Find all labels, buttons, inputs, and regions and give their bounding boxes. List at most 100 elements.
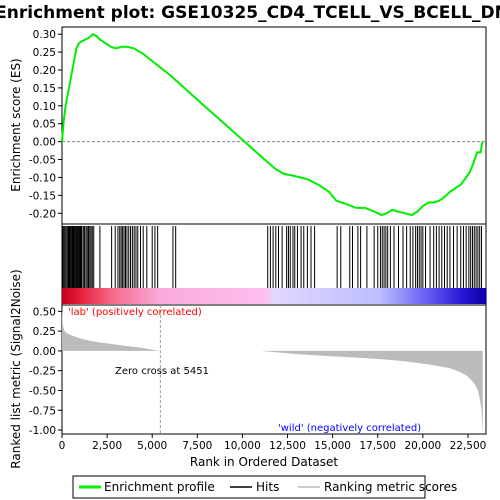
rank-color-cell <box>310 288 314 304</box>
rank-color-cell <box>367 288 372 304</box>
rank-color-cell <box>86 288 90 304</box>
rank-color-cell <box>470 288 475 304</box>
rank-color-cell <box>292 288 296 304</box>
rank-color-cell <box>467 288 472 304</box>
rank-color-cell <box>449 288 454 304</box>
rank-color-cell <box>274 288 278 304</box>
x-tick-label: 17,500 <box>359 440 396 452</box>
rank-color-cell <box>210 288 215 304</box>
rank-color-cell <box>283 288 287 304</box>
rank-color-cell <box>322 288 327 304</box>
rank-color-cell <box>331 288 336 304</box>
rank-color-cell <box>416 288 420 304</box>
rank-color-cell <box>110 288 115 304</box>
rank-color-cell <box>295 288 299 304</box>
metric-y-tick-label: 0.00 <box>33 346 56 358</box>
x-tick-label: 5,000 <box>137 440 167 452</box>
rank-color-cell <box>213 288 218 304</box>
rank-color-cell <box>183 288 187 304</box>
rank-color-cell <box>404 288 408 304</box>
rank-color-cell <box>98 288 102 304</box>
rank-color-cell <box>258 288 263 304</box>
rank-color-cell <box>131 288 136 304</box>
es-y-tick-label: 0.10 <box>33 101 56 113</box>
rank-color-cell <box>177 288 181 304</box>
rank-color-cell <box>452 288 457 304</box>
es-y-tick-label: 0.20 <box>33 65 56 77</box>
rank-color-cell <box>95 288 99 304</box>
rank-color-cell <box>349 288 354 304</box>
rank-color-cell <box>180 288 184 304</box>
rank-color-cell <box>298 288 302 304</box>
rank-color-cell <box>425 288 430 304</box>
rank-color-cell <box>325 288 330 304</box>
x-axis: 0 2,500 5,000 7,500 10,000 12,500 15,000 17,500… <box>59 434 487 452</box>
es-y-tick-label: -0.20 <box>29 208 56 220</box>
rank-color-cell <box>301 288 305 304</box>
rank-color-cell <box>158 288 163 304</box>
metric-y-tick-label: -0.75 <box>29 405 56 417</box>
rank-color-cell <box>243 288 248 304</box>
rank-color-cell <box>74 288 78 304</box>
rank-color-cell <box>228 288 233 304</box>
rank-color-cell <box>440 288 445 304</box>
rank-color-bar <box>62 288 487 304</box>
rank-color-cell <box>337 288 342 304</box>
rank-color-cell <box>479 288 484 304</box>
rank-color-cell <box>89 288 93 304</box>
rank-color-cell <box>482 288 487 304</box>
rank-color-cell <box>267 288 272 304</box>
rank-color-cell <box>383 288 387 304</box>
rank-color-cell <box>289 288 293 304</box>
rank-color-cell <box>152 288 157 304</box>
x-tick-label: 22,500 <box>450 440 487 452</box>
es-y-axis-label: Enrichment score (ES) <box>9 58 23 191</box>
rank-color-cell <box>65 288 69 304</box>
metric-y-axis-label: Ranked list metric (Signal2Noise) <box>9 269 23 468</box>
rank-color-cell <box>392 288 396 304</box>
rank-color-cell <box>307 288 311 304</box>
metric-y-tick-label: 0.25 <box>33 326 56 338</box>
rank-color-cell <box>155 288 160 304</box>
es-y-tick-label: 0.15 <box>33 83 56 95</box>
positive-correlation-label: 'lab' (positively correlated) <box>68 307 202 318</box>
rank-color-cell <box>395 288 399 304</box>
rank-color-cell <box>352 288 357 304</box>
rank-color-cell <box>134 288 139 304</box>
rank-color-cell <box>413 288 417 304</box>
es-y-tick-label: 0.25 <box>33 47 56 59</box>
rank-color-cell <box>225 288 230 304</box>
rank-color-cell <box>104 288 109 304</box>
metric-y-tick-label: -1.00 <box>29 425 56 437</box>
rank-color-cell <box>222 288 227 304</box>
rank-color-cell <box>334 288 339 304</box>
rank-color-cell <box>455 288 460 304</box>
rank-color-cell <box>252 288 257 304</box>
rank-color-cell <box>401 288 405 304</box>
rank-color-cell <box>201 288 205 304</box>
rank-color-cell <box>328 288 333 304</box>
rank-color-cell <box>164 288 169 304</box>
enrichment-profile-line <box>61 32 484 217</box>
rank-color-cell <box>116 288 121 304</box>
es-y-tick-label: -0.15 <box>29 190 56 202</box>
x-tick-label: 20,000 <box>404 440 441 452</box>
x-tick-label: 15,000 <box>314 440 351 452</box>
rank-color-cell <box>340 288 345 304</box>
rank-color-cell <box>261 288 266 304</box>
rank-color-cell <box>77 288 81 304</box>
rank-color-cell <box>277 288 281 304</box>
rank-color-cell <box>171 288 175 304</box>
rank-color-cell <box>270 288 275 304</box>
rank-color-cell <box>107 288 112 304</box>
rank-color-cell <box>122 288 127 304</box>
metric-y-tick-label: 0.50 <box>33 306 56 318</box>
rank-color-cell <box>380 288 384 304</box>
rank-color-cell <box>189 288 193 304</box>
hit-markers <box>62 226 482 288</box>
rank-color-cell <box>192 288 196 304</box>
es-y-axis: 0.30 0.25 0.20 0.15 0.10 0.05 0.00 -0.05 -0.10 -0… <box>29 29 62 220</box>
legend-hits-label: Hits <box>256 480 279 494</box>
rank-color-cell <box>149 288 154 304</box>
negative-correlation-label: 'wild' (negatively correlated) <box>278 423 421 434</box>
